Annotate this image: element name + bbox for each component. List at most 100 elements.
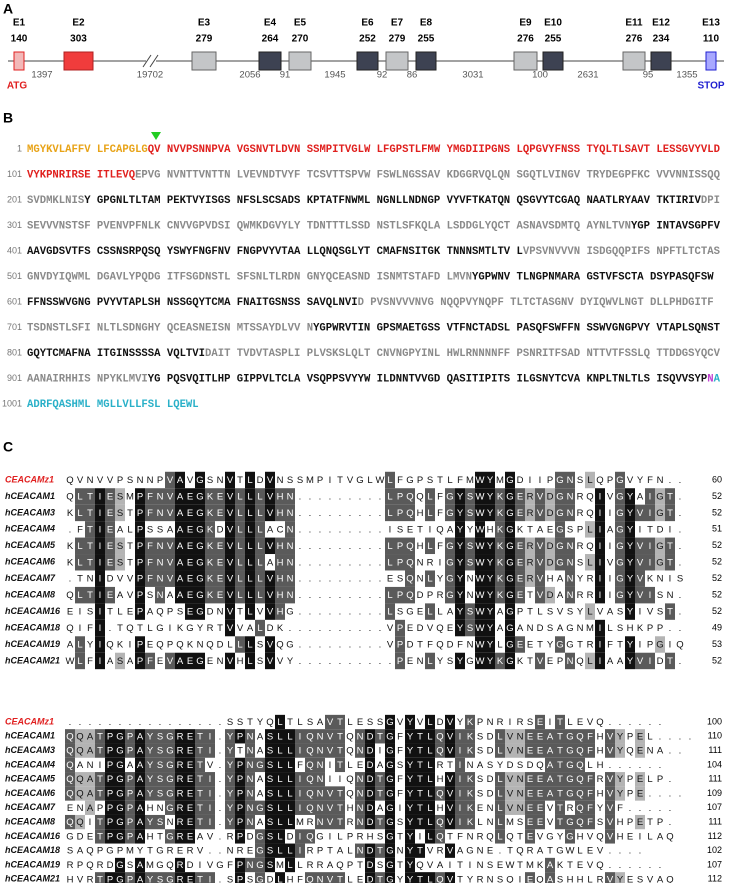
- residue: R: [527, 573, 534, 584]
- end-position: 52: [712, 606, 722, 616]
- shade-cell: [205, 570, 215, 587]
- residue: E: [157, 655, 163, 666]
- shade-cell: [285, 814, 295, 830]
- residue: Q: [76, 774, 83, 785]
- shade-cell: [495, 829, 505, 844]
- residue: G: [506, 606, 513, 617]
- residue: E: [447, 623, 453, 634]
- residue: Q: [76, 788, 83, 799]
- residue: Q: [626, 745, 633, 756]
- exon-size: 252: [359, 34, 376, 45]
- residue: Q: [346, 788, 353, 799]
- residue: E: [587, 845, 593, 856]
- residue: H: [277, 491, 284, 502]
- residue: .: [619, 860, 622, 871]
- residue: F: [397, 788, 403, 799]
- residue: .: [69, 573, 72, 584]
- residue: A: [327, 860, 334, 871]
- shade-cell: [135, 872, 145, 883]
- residue: G: [386, 817, 393, 828]
- residue: E: [217, 590, 223, 601]
- residue: A: [517, 623, 524, 634]
- shade-cell: [205, 488, 215, 505]
- residue: I: [459, 802, 462, 813]
- residue: A: [177, 590, 184, 601]
- residue: V: [507, 731, 514, 742]
- residue: .: [319, 540, 322, 551]
- residue: N: [167, 817, 174, 828]
- residue: K: [187, 639, 194, 650]
- residue: Y: [227, 731, 234, 742]
- residue: L: [257, 507, 262, 518]
- residue: L: [347, 717, 352, 728]
- residue: D: [657, 524, 664, 535]
- residue: G: [116, 731, 123, 742]
- exon-size: 279: [389, 34, 406, 45]
- residue: A: [177, 655, 184, 666]
- residue: L: [257, 590, 262, 601]
- shade-cell: [635, 652, 645, 670]
- shade-cell: [625, 586, 635, 604]
- residue: T: [337, 745, 343, 756]
- residue: K: [207, 540, 214, 551]
- shade-cell: [645, 554, 655, 571]
- shade-cell: [545, 757, 555, 773]
- residue: .: [639, 860, 642, 871]
- residue: V: [77, 475, 84, 486]
- shade-cell: [545, 488, 555, 505]
- end-position: 111: [708, 774, 722, 784]
- shade-cell: [265, 843, 275, 858]
- sequence-line: VYKPNRIRSE ITLEVQEPVG NVNTTVNTTN LVEVNDT…: [27, 169, 721, 181]
- residue: T: [87, 540, 93, 551]
- residue: V: [447, 874, 454, 883]
- shade-cell: [165, 504, 175, 522]
- residue: .: [629, 759, 632, 770]
- residue: R: [477, 831, 484, 842]
- residue: I: [449, 860, 452, 871]
- shade-cell: [375, 843, 385, 858]
- residue: Q: [66, 817, 73, 828]
- shade-cell: [455, 786, 465, 801]
- end-position: 52: [712, 557, 722, 567]
- sequence-name: hCEACAM16: [5, 606, 61, 616]
- sequence-segment: QV NVVPSNNPVA VGSNVTLDVN SSMPITVGLW LFGP…: [148, 144, 720, 156]
- shade-cell: [185, 603, 195, 620]
- shade-cell: [235, 636, 245, 653]
- residue: F: [397, 745, 403, 756]
- residue: G: [506, 557, 513, 568]
- residue: .: [669, 817, 672, 828]
- shade-cell: [515, 570, 525, 587]
- shade-cell: [455, 814, 465, 830]
- intron-length: 91: [280, 70, 291, 81]
- shade-cell: [365, 729, 375, 744]
- shade-cell: [275, 537, 285, 555]
- residue: .: [219, 774, 222, 785]
- residue: N: [517, 788, 524, 799]
- shade-cell: [445, 800, 455, 815]
- residue: G: [466, 845, 473, 856]
- sequence-line: TSDNSTLSFI NLTLSDNGHY QCEASNEISN MTSSAYD…: [27, 322, 721, 334]
- shade-cell: [245, 772, 255, 787]
- residue: R: [177, 817, 184, 828]
- residue: S: [267, 788, 273, 799]
- residue: T: [87, 491, 93, 502]
- residue: L: [287, 817, 292, 828]
- exon-size: 279: [196, 34, 213, 45]
- residue: T: [237, 475, 243, 486]
- shade-cell: [305, 872, 315, 883]
- shade-cell: [225, 772, 235, 787]
- residue: N: [357, 774, 364, 785]
- residue: .: [639, 802, 642, 813]
- residue: L: [337, 831, 342, 842]
- shade-cell: [145, 772, 155, 787]
- residue: G: [506, 507, 513, 518]
- residue: G: [196, 573, 203, 584]
- shade-cell: [285, 488, 295, 505]
- residue: I: [79, 623, 82, 634]
- residue: Y: [407, 731, 414, 742]
- residue: W: [476, 590, 485, 601]
- shade-cell: [245, 537, 255, 555]
- residue: T: [417, 639, 423, 650]
